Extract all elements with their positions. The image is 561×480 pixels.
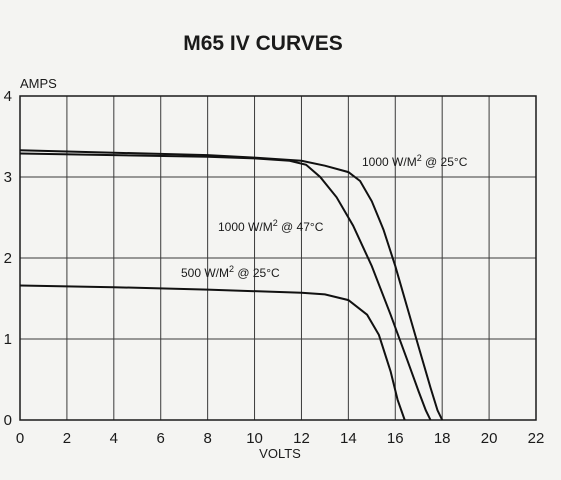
plot-frame [19, 95, 537, 421]
curve-annotations: 1000 W/M2 @ 25°C 1000 W/M2 @ 47°C 500 W/M2… [181, 153, 468, 280]
x-tick-label: 22 [528, 430, 545, 447]
x-tick-label: 6 [157, 430, 165, 447]
chart-title: M65 IV CURVES [183, 32, 343, 55]
x-tick-label: 2 [63, 430, 71, 447]
x-tick-label: 16 [387, 430, 404, 447]
x-tick-label: 10 [246, 430, 263, 447]
x-tick-label: 18 [434, 430, 451, 447]
y-tick-label: 3 [4, 169, 12, 186]
x-tick-label: 20 [481, 430, 498, 447]
curves [19, 149, 444, 421]
curve-label-series-2: 1000 W/M2 @ 47°C [218, 218, 324, 234]
y-axis-label: AMPS [20, 76, 57, 91]
x-tick-label: 8 [203, 430, 211, 447]
y-tick-label: 4 [4, 88, 12, 105]
curve-label-series-1: 1000 W/M2 @ 25°C [362, 153, 468, 169]
x-tick-label: 4 [110, 430, 118, 447]
iv-curve-series-1 [19, 149, 444, 421]
x-tick-label: 14 [340, 430, 357, 447]
y-tick-label: 1 [4, 331, 12, 348]
curve-label-series-3: 500 W/M2 @ 25°C [181, 264, 280, 280]
y-tick-label: 0 [4, 412, 12, 429]
iv-curve-series-3 [19, 284, 406, 421]
x-tick-label: 0 [16, 430, 24, 447]
iv-curve-series-2 [19, 152, 432, 421]
x-axis-label: VOLTS [259, 446, 301, 461]
y-tick-label: 2 [4, 250, 12, 267]
grid [19, 95, 537, 421]
x-tick-label: 12 [293, 430, 310, 447]
